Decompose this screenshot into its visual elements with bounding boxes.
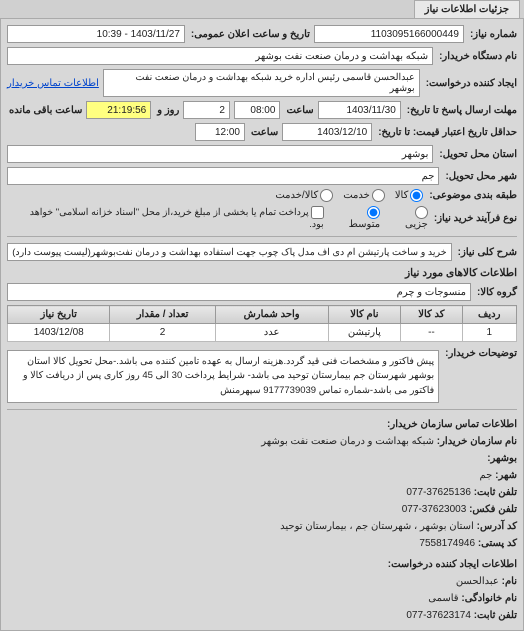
- field-pub-dt: 1403/11/27 - 10:39: [7, 25, 185, 43]
- th-qty: تعداد / مقدار: [110, 306, 215, 324]
- link-buyer-contact[interactable]: اطلاعات تماس خریدار: [7, 78, 99, 89]
- radio-both-text: کالا/خدمت: [275, 190, 318, 201]
- chk-treasury-label[interactable]: پرداخت تمام یا بخشی از مبلغ خرید،از محل …: [13, 206, 324, 230]
- radio-medium-text: متوسط: [349, 219, 380, 230]
- th-code: کد کالا: [401, 306, 462, 324]
- field-creator: عبدالحسن قاسمی رئیس اداره خرید شبکه بهدا…: [103, 69, 420, 97]
- process-type-row: نوع فرآیند خرید نیاز: جزیی متوسط پرداخت …: [7, 206, 517, 230]
- lbl-org: نام سازمان خریدار:: [437, 436, 517, 447]
- radio-medium[interactable]: [367, 206, 380, 219]
- val-contact-city: جم: [480, 470, 493, 481]
- contact-title2: اطلاعات ایجاد کننده درخواست:: [7, 556, 517, 573]
- radio-khedmat[interactable]: [372, 189, 385, 202]
- section-goods-title: اطلاعات کالاهای مورد نیاز: [7, 267, 517, 279]
- th-need-date: تاریخ نیاز: [8, 306, 110, 324]
- goods-table: ردیف کد کالا نام کالا واحد شمارش تعداد /…: [7, 305, 517, 342]
- lbl-subject-class: طبقه بندی موضوعی:: [427, 190, 517, 201]
- val-addr: استان بوشهر ، شهرستان جم ، بیمارستان توح…: [280, 521, 474, 532]
- chk-treasury[interactable]: [311, 206, 324, 219]
- lbl-buyer-dev: نام دستگاه خریدار:: [437, 51, 517, 62]
- field-city: جم: [7, 167, 439, 185]
- lbl-city: شهر محل تحویل:: [443, 171, 517, 182]
- field-buyer-notes: پیش فاکتور و مشخصات فنی قید گردد.هزینه ا…: [7, 350, 439, 403]
- field-need-desc: خرید و ساخت پارتیشن ام دی اف مدل پاک چوب…: [7, 243, 452, 261]
- lbl-buyer-notes: توضیحات خریدار:: [443, 348, 517, 359]
- divider-1: [7, 236, 517, 237]
- lbl-need-desc: شرح کلی نیاز:: [456, 247, 517, 258]
- radio-khedmat-text: خدمت: [343, 190, 370, 201]
- lbl-goods-group: گروه کالا:: [475, 287, 517, 298]
- lbl-post: کد پستی:: [478, 538, 517, 549]
- lbl-remain: ساعت باقی مانده: [7, 105, 82, 116]
- radio-kala-label[interactable]: کالا: [395, 189, 424, 202]
- field-deadline-date: 1403/11/30: [318, 101, 401, 119]
- table-row: 1 -- پارتیشن عدد 2 1403/12/08: [8, 324, 517, 342]
- lbl-province: استان محل تحویل:: [437, 149, 517, 160]
- th-unit: واحد شمارش: [215, 306, 328, 324]
- radio-kala[interactable]: [410, 189, 423, 202]
- main-panel: شماره نیاز: 1103095166000449 تاریخ و ساع…: [0, 18, 524, 631]
- lbl-contact-prov: بوشهر:: [487, 453, 517, 464]
- tab-label: جزئیات اطلاعات نیاز: [425, 4, 509, 15]
- radio-minor-text: جزیی: [405, 219, 428, 230]
- th-row: ردیف: [462, 306, 516, 324]
- lbl-valid: حداقل تاریخ اعتبار قیمت: تا تاریخ:: [376, 127, 517, 138]
- field-days: 2: [183, 101, 230, 119]
- lbl-valid-time: ساعت: [249, 127, 278, 138]
- lbl-tel: تلفن ثابت:: [474, 487, 517, 498]
- val-name: عبدالحسن: [456, 576, 499, 587]
- val-tel2: 37623174-077: [406, 610, 471, 621]
- tab-details[interactable]: جزئیات اطلاعات نیاز: [414, 0, 520, 18]
- cell-name: پارتیشن: [328, 324, 401, 342]
- th-name: نام کالا: [328, 306, 401, 324]
- field-province: بوشهر: [7, 145, 433, 163]
- cell-code: --: [401, 324, 462, 342]
- cell-row: 1: [462, 324, 516, 342]
- lbl-need-no: شماره نیاز:: [468, 29, 517, 40]
- val-fax: 37623003-077: [402, 504, 467, 515]
- cell-unit: عدد: [215, 324, 328, 342]
- lbl-name: نام:: [502, 576, 517, 587]
- contact-block: اطلاعات تماس سازمان خریدار: نام سازمان خ…: [7, 416, 517, 624]
- lbl-creator: ایجاد کننده درخواست:: [424, 78, 517, 89]
- lbl-tel2: تلفن ثابت:: [474, 610, 517, 621]
- radio-khedmat-label[interactable]: خدمت: [343, 189, 385, 202]
- lbl-contact-city: شهر:: [495, 470, 517, 481]
- radio-minor-label[interactable]: جزیی: [390, 206, 428, 230]
- radio-medium-label[interactable]: متوسط: [334, 206, 380, 230]
- lbl-deadline: مهلت ارسال پاسخ تا تاریخ:: [405, 105, 517, 116]
- val-tel: 37625136-077: [406, 487, 471, 498]
- lbl-family: نام خانوادگی:: [461, 593, 517, 604]
- subject-class-row: طبقه بندی موضوعی: کالا خدمت کالا/خدمت: [7, 189, 517, 202]
- lbl-process-type: نوع فرآیند خرید نیاز:: [432, 213, 517, 224]
- field-goods-group: منسوجات و چرم: [7, 283, 471, 301]
- val-family: قاسمی: [428, 593, 458, 604]
- lbl-fax: تلفن فکس:: [469, 504, 517, 515]
- val-post: 7558174946: [419, 538, 475, 549]
- field-deadline-time: 08:00: [234, 101, 281, 119]
- field-need-no: 1103095166000449: [314, 25, 464, 43]
- val-org: شبکه بهداشت و درمان صنعت نفت بوشهر: [261, 436, 434, 447]
- radio-both[interactable]: [320, 189, 333, 202]
- lbl-pub-dt: تاریخ و ساعت اعلان عمومی:: [189, 29, 310, 40]
- radio-kala-text: کالا: [395, 190, 409, 201]
- field-remaining: 21:19:56: [86, 101, 151, 119]
- lbl-addr: کد آدرس:: [477, 521, 517, 532]
- radio-both-label[interactable]: کالا/خدمت: [275, 189, 333, 202]
- contact-title: اطلاعات تماس سازمان خریدار:: [7, 416, 517, 433]
- cell-qty: 2: [110, 324, 215, 342]
- field-buyer-dev: شبکه بهداشت و درمان صنعت نفت بوشهر: [7, 47, 433, 65]
- lbl-days: روز و: [155, 105, 179, 116]
- divider-2: [7, 409, 517, 410]
- lbl-deadline-time: ساعت: [284, 105, 313, 116]
- field-valid-date: 1403/12/10: [282, 123, 372, 141]
- cell-need-date: 1403/12/08: [8, 324, 110, 342]
- chk-treasury-text: پرداخت تمام یا بخشی از مبلغ خرید،از محل …: [30, 207, 324, 230]
- radio-minor[interactable]: [415, 206, 428, 219]
- field-valid-time: 12:00: [195, 123, 245, 141]
